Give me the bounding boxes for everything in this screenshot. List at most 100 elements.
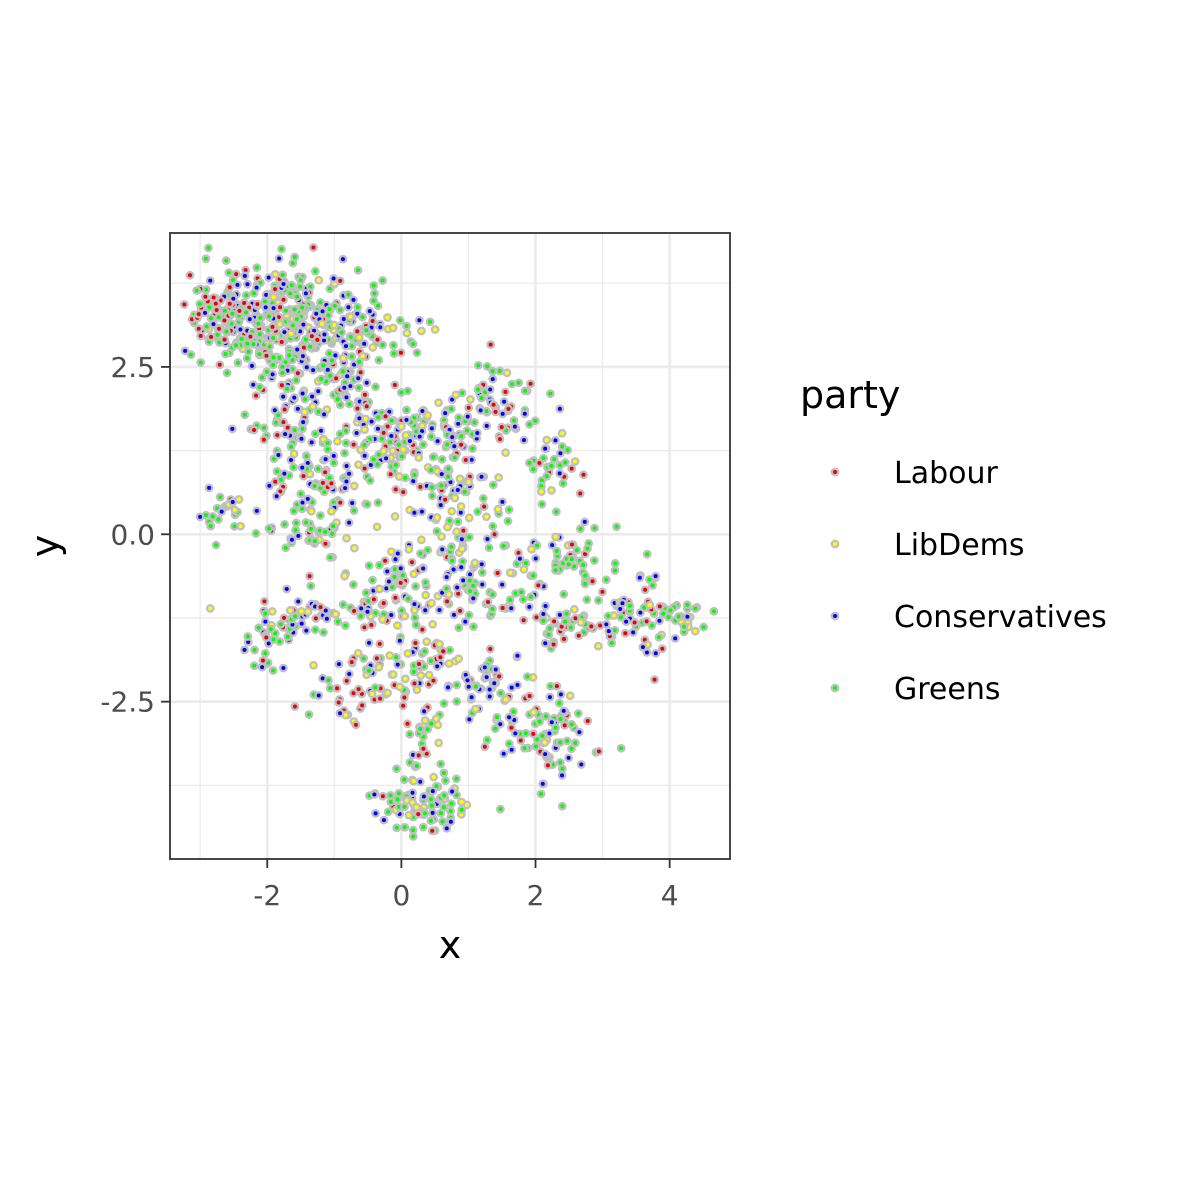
- data-point-labour: [386, 469, 395, 479]
- data-point-greens: [549, 454, 559, 464]
- legend-key-greens: [830, 683, 840, 693]
- data-point-greens: [264, 312, 274, 321]
- data-point-greens: [347, 352, 357, 361]
- data-point-libdems: [388, 670, 398, 679]
- data-point-greens: [371, 382, 380, 392]
- data-point-greens: [346, 332, 356, 342]
- data-point-libdems: [501, 694, 511, 704]
- data-point-greens: [521, 728, 531, 738]
- data-point-libdems: [410, 605, 419, 615]
- data-point-greens: [402, 405, 411, 415]
- data-point-greens: [524, 458, 534, 468]
- plot-panel-border: [169, 232, 731, 860]
- data-point-greens: [231, 340, 241, 350]
- data-point-greens: [262, 367, 272, 377]
- data-point-labour: [270, 477, 280, 487]
- data-point-greens: [310, 625, 320, 635]
- data-point-greens: [251, 529, 261, 538]
- data-point-greens: [470, 418, 479, 427]
- data-point-greens: [397, 452, 407, 461]
- legend-key-conservatives: [830, 611, 840, 621]
- data-point-greens: [451, 774, 461, 784]
- data-point-greens: [541, 711, 551, 721]
- data-point-labour: [318, 478, 328, 488]
- data-point-conservatives: [344, 302, 353, 312]
- data-point-greens: [420, 646, 430, 656]
- data-point-conservatives: [320, 330, 329, 339]
- data-point-libdems: [435, 639, 444, 649]
- data-point-greens: [335, 305, 345, 315]
- data-point-labour: [279, 613, 289, 623]
- data-point-labour: [270, 284, 280, 294]
- data-point-conservatives: [362, 378, 372, 388]
- data-point-conservatives: [217, 507, 227, 517]
- data-point-conservatives: [507, 683, 517, 693]
- data-point-conservatives: [456, 562, 466, 572]
- data-point-libdems: [306, 506, 316, 516]
- data-point-labour: [483, 597, 493, 607]
- data-point-labour: [316, 602, 325, 612]
- data-point-conservatives: [236, 325, 245, 334]
- data-point-greens: [490, 724, 500, 734]
- data-point-labour: [331, 374, 341, 383]
- data-point-conservatives: [365, 306, 375, 316]
- data-point-greens: [306, 581, 316, 591]
- data-point-greens: [682, 600, 692, 610]
- data-point-labour: [390, 593, 400, 603]
- data-point-greens: [554, 698, 564, 708]
- data-point-greens: [468, 444, 477, 454]
- data-point-greens: [284, 351, 294, 360]
- data-point-labour: [268, 322, 277, 332]
- data-point-greens: [426, 656, 436, 666]
- data-point-conservatives: [628, 627, 638, 637]
- data-point-greens: [257, 373, 267, 382]
- data-point-conservatives: [497, 580, 507, 590]
- data-point-greens: [341, 621, 350, 631]
- data-point-greens: [551, 565, 560, 575]
- data-point-greens: [616, 743, 626, 753]
- data-point-greens: [460, 487, 470, 497]
- data-point-greens: [642, 549, 652, 559]
- data-point-greens: [364, 666, 374, 676]
- data-point-labour: [455, 606, 465, 616]
- data-point-conservatives: [307, 437, 317, 447]
- data-point-conservatives: [381, 453, 391, 463]
- data-point-libdems: [519, 564, 529, 574]
- data-point-conservatives: [531, 554, 541, 563]
- legend-label-greens: Greens: [894, 672, 1000, 707]
- data-point-greens: [389, 340, 398, 350]
- data-point-libdems: [542, 435, 552, 445]
- data-point-greens: [525, 419, 534, 429]
- data-point-conservatives: [391, 554, 400, 564]
- data-point-libdems: [267, 606, 277, 616]
- data-point-greens: [242, 339, 252, 349]
- data-point-conservatives: [274, 254, 284, 263]
- data-point-libdems: [374, 662, 384, 672]
- data-point-conservatives: [342, 477, 351, 486]
- data-point-conservatives: [260, 617, 270, 626]
- data-point-greens: [405, 729, 415, 739]
- data-point-labour: [321, 539, 330, 549]
- data-point-conservatives: [420, 605, 430, 615]
- data-point-greens: [378, 340, 388, 350]
- data-point-greens: [665, 605, 675, 615]
- data-point-greens: [252, 263, 262, 273]
- data-point-conservatives: [538, 779, 548, 789]
- data-point-libdems: [416, 671, 426, 680]
- data-point-greens: [616, 612, 626, 622]
- data-point-labour: [458, 526, 468, 535]
- data-point-conservatives: [293, 531, 303, 541]
- data-point-labour: [279, 417, 288, 427]
- data-point-libdems: [340, 571, 350, 581]
- data-point-conservatives: [520, 409, 530, 419]
- data-point-conservatives: [273, 450, 283, 460]
- data-point-greens: [539, 453, 548, 463]
- data-point-libdems: [431, 714, 441, 724]
- data-point-conservatives: [297, 463, 307, 472]
- data-point-conservatives: [580, 517, 590, 527]
- data-point-labour: [403, 719, 412, 729]
- data-point-greens: [310, 536, 320, 546]
- data-point-greens: [400, 822, 410, 832]
- data-point-greens: [601, 575, 611, 585]
- data-point-conservatives: [298, 389, 307, 398]
